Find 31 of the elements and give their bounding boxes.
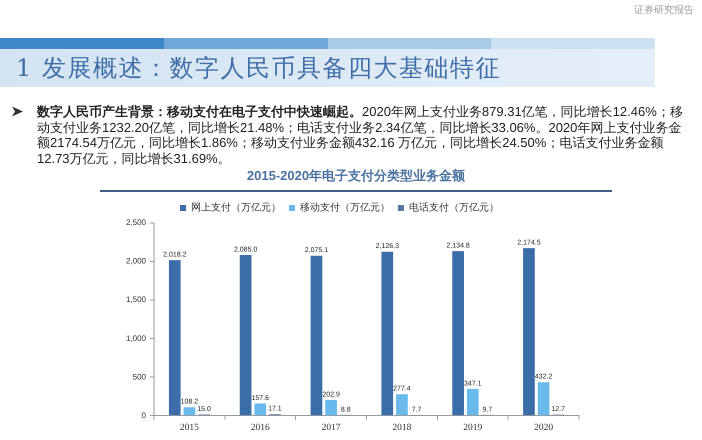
bar: [325, 400, 337, 416]
legend-label: 电话支付（万亿元）: [409, 202, 499, 214]
bar: [381, 252, 394, 416]
bar: [396, 394, 408, 416]
x-tick-label: 2018: [392, 422, 412, 433]
legend-label: 网上支付（万亿元）: [191, 202, 281, 214]
text: 证券研究报告: [634, 4, 694, 17]
bar: [310, 256, 322, 416]
x-tick-label: 2020: [534, 422, 554, 433]
bar: [240, 254, 252, 416]
y-tick-label: 2,000: [126, 256, 147, 266]
bar: [254, 403, 266, 416]
bar: [466, 388, 479, 416]
bar: [523, 248, 535, 416]
y-tick-label: 1,000: [126, 334, 147, 343]
bar: [452, 251, 464, 416]
x-tick-label: 2016: [250, 422, 270, 433]
x-tick-label: 2019: [463, 422, 482, 433]
bar: [538, 382, 550, 416]
y-tick-label: 1,500: [126, 295, 147, 304]
text: 1 发展概述：数字人民币具备四大基础特征: [0, 49, 655, 87]
legend-label: 移动支付（万亿元）: [300, 202, 390, 214]
y-tick-label: 500: [132, 372, 147, 382]
bar: [168, 260, 181, 416]
bar: [184, 407, 196, 416]
y-tick-label: 0: [142, 410, 147, 420]
x-tick-label: 2015: [180, 422, 200, 433]
y-tick-label: 2,500: [126, 218, 147, 228]
text: 数字人民币产生背景：移动支付在电子支付中快速崛起。: [37, 104, 362, 119]
x-tick-label: 2017: [322, 422, 341, 433]
chart-title: 2015-2020年电子支付分类型业务金额: [246, 167, 466, 185]
